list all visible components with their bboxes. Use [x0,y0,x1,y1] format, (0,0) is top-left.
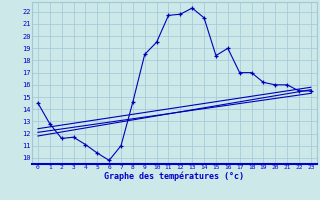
X-axis label: Graphe des températures (°c): Graphe des températures (°c) [104,172,244,181]
